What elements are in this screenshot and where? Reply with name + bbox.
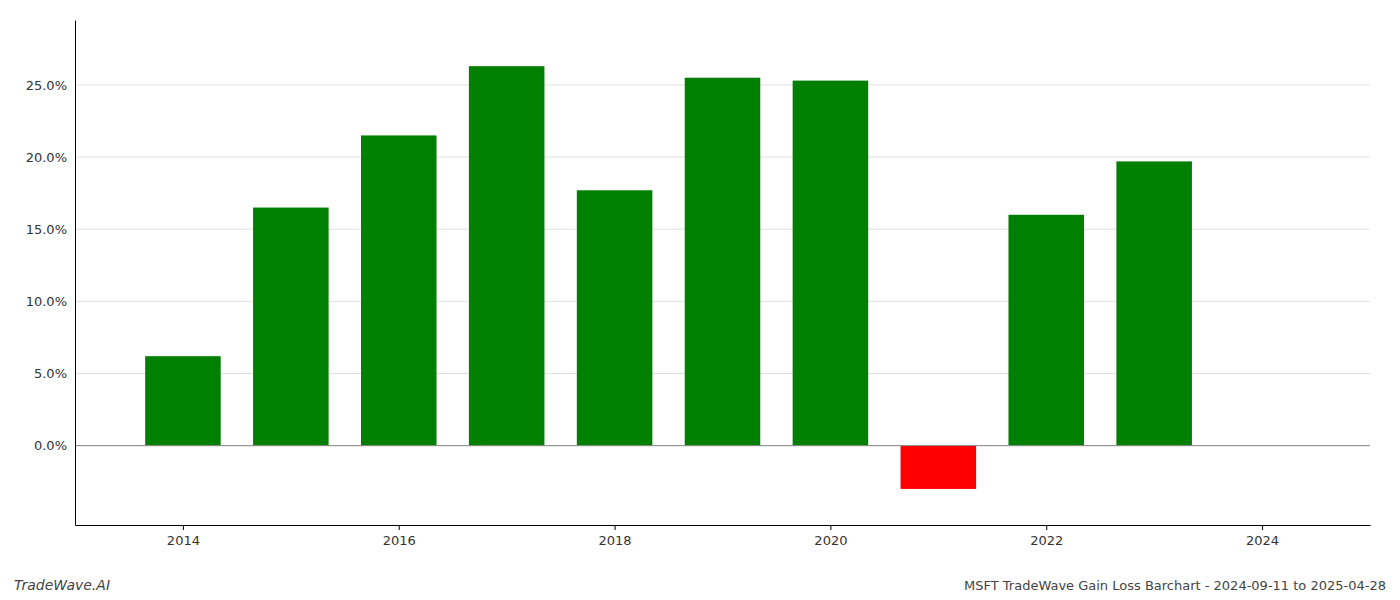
bar [469, 66, 545, 445]
x-tick: 2022 [1030, 525, 1063, 548]
bar [901, 446, 977, 489]
y-tick: 25.0% [26, 78, 75, 93]
x-tick: 2018 [599, 525, 632, 548]
y-axis-line [75, 21, 76, 526]
x-tick: 2016 [383, 525, 416, 548]
y-tick-label: 15.0% [26, 222, 67, 237]
title: MSFT TradeWave Gain Loss Barchart - 2024… [964, 578, 1386, 593]
bar [577, 190, 653, 445]
x-tick-label: 2024 [1246, 533, 1279, 548]
x-tick-mark [830, 525, 831, 530]
x-tick-label: 2016 [383, 533, 416, 548]
bar [1116, 161, 1192, 445]
bar [253, 208, 329, 446]
x-tick-label: 2022 [1030, 533, 1063, 548]
x-axis-line [76, 525, 1371, 526]
y-tick: 15.0% [26, 222, 75, 237]
bar [793, 81, 869, 446]
y-tick: 10.0% [26, 294, 75, 309]
x-axis: 2014 2016 2018 2020 2022 2024 [76, 525, 1371, 548]
y-tick: 5.0% [34, 366, 75, 381]
watermark: TradeWave.AI [14, 577, 110, 593]
plot: 2014 2016 2018 2020 2022 2024 0.0% 5.0% 10.0% 15.… [26, 21, 1371, 549]
x-tick: 2024 [1246, 525, 1279, 548]
y-tick: 0.0% [34, 438, 75, 453]
y-axis: 0.0% 5.0% 10.0% 15.0% 20.0% 25.0% [26, 21, 76, 526]
x-tick: 2014 [167, 525, 200, 548]
y-tick: 20.0% [26, 150, 75, 165]
y-tick-label: 10.0% [26, 294, 67, 309]
x-tick-mark [399, 525, 400, 530]
y-tick-label: 25.0% [26, 78, 67, 93]
x-tick-mark [1046, 525, 1047, 530]
x-tick-mark [183, 525, 184, 530]
x-tick-label: 2014 [167, 533, 200, 548]
bar [361, 135, 437, 445]
x-tick-mark [1262, 525, 1263, 530]
zero-line [75, 445, 1370, 446]
x-tick-label: 2020 [814, 533, 847, 548]
bar [685, 78, 761, 446]
x-tick: 2020 [814, 525, 847, 548]
x-tick-label: 2018 [599, 533, 632, 548]
bar [1008, 215, 1084, 446]
y-tick-label: 0.0% [34, 438, 67, 453]
chart: 2014 2016 2018 2020 2022 2024 0.0% 5.0% 10.0% 15.… [0, 0, 1400, 600]
x-tick-mark [615, 525, 616, 530]
y-tick-label: 5.0% [34, 366, 67, 381]
bar [145, 356, 221, 445]
bars [145, 66, 1192, 489]
grid-line [75, 445, 1370, 446]
y-tick-label: 20.0% [26, 150, 67, 165]
